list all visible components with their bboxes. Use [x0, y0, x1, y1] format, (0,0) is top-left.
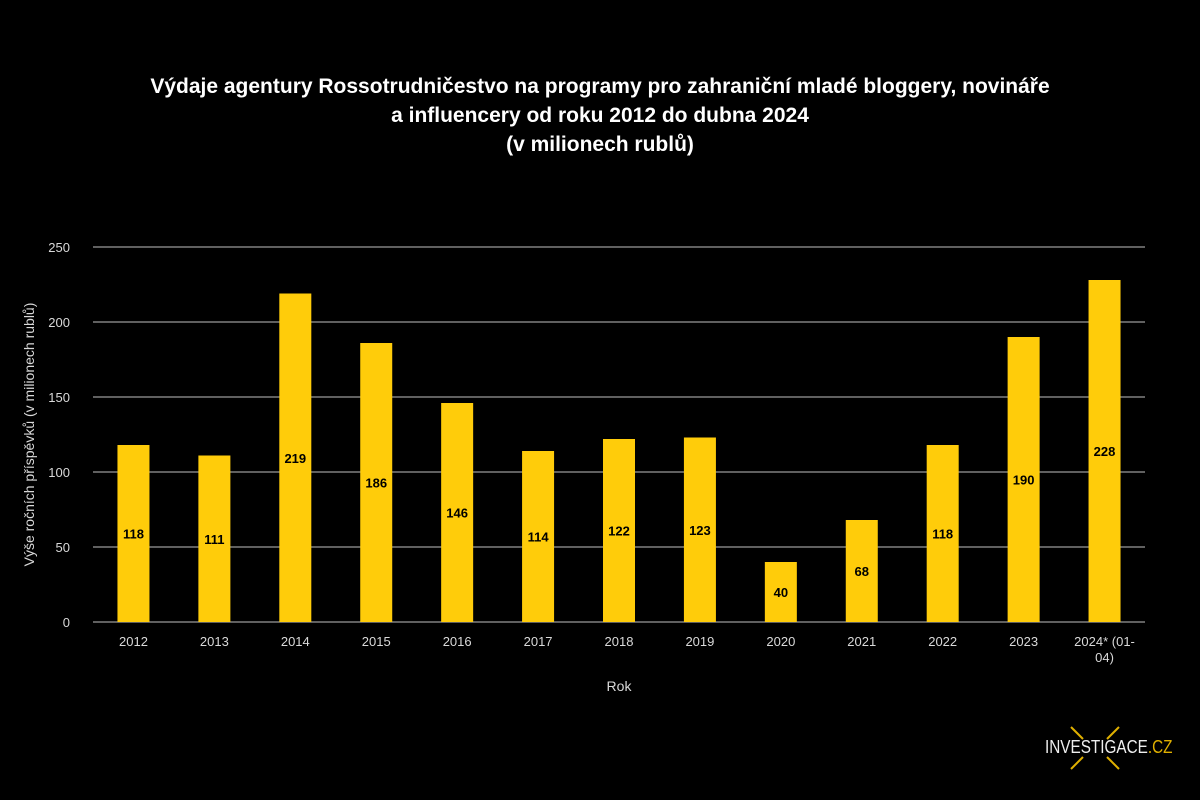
bar: [926, 445, 959, 622]
x-tick-label: 2023: [1009, 634, 1038, 649]
data-label: 40: [774, 585, 788, 600]
data-label: 118: [123, 527, 144, 542]
x-tick-label: 2017: [524, 634, 553, 649]
data-label: 186: [365, 476, 387, 491]
chart-title: Výdaje agentury Rossotrudničestvo na pro…: [0, 72, 1200, 159]
bar: [845, 520, 878, 622]
x-tick-label: 2013: [200, 634, 229, 649]
data-label: 114: [528, 530, 550, 545]
bar: [360, 343, 393, 622]
title-line: (v milionech rublů): [506, 133, 694, 156]
x-tick-label: 2019: [685, 634, 714, 649]
bar: [441, 403, 474, 622]
data-label: 190: [1013, 473, 1035, 488]
bar: [764, 562, 797, 622]
data-label: 146: [446, 506, 468, 521]
x-tick-label: 2015: [362, 634, 391, 649]
bar: [117, 445, 150, 622]
investigace-logo-icon: [1070, 726, 1120, 770]
y-tick-label: 50: [56, 540, 70, 555]
x-tick-label: 2024* (01-: [1074, 634, 1135, 649]
data-label: 228: [1094, 444, 1116, 459]
data-label: 123: [689, 523, 711, 538]
x-tick-label: 2018: [605, 634, 634, 649]
y-axis-label: Výše ročních příspěvků (v milionech rubl…: [21, 303, 37, 567]
x-tick-label: 2021: [847, 634, 876, 649]
bar: [683, 437, 716, 622]
x-tick-label: 2012: [119, 634, 148, 649]
y-tick-label: 0: [63, 615, 70, 630]
data-label: 219: [284, 451, 306, 466]
y-tick-label: 250: [48, 240, 70, 255]
bar: [198, 455, 231, 622]
x-tick-label: 2022: [928, 634, 957, 649]
y-tick-label: 100: [48, 465, 70, 480]
x-axis-label: Rok: [607, 678, 633, 694]
bar: [603, 439, 635, 622]
x-tick-label: 2020: [766, 634, 795, 649]
y-tick-label: 150: [48, 390, 70, 405]
title-line: Výdaje agentury Rossotrudničestvo na pro…: [150, 75, 1050, 98]
data-label: 118: [932, 527, 953, 542]
logo-text: INVESTIGACE: [1045, 737, 1148, 757]
bar: [1007, 337, 1040, 622]
data-label: 122: [608, 524, 630, 539]
bar: [522, 451, 555, 622]
x-tick-label: 04): [1095, 650, 1114, 665]
investigace-logo: INVESTIGACE.CZ: [1045, 737, 1173, 758]
bar: [1088, 280, 1121, 622]
bar: [279, 293, 312, 622]
data-label: 68: [855, 564, 869, 579]
data-label: 111: [204, 532, 224, 547]
x-tick-label: 2016: [443, 634, 472, 649]
x-tick-label: 2014: [281, 634, 310, 649]
logo-suffix: .CZ: [1147, 737, 1173, 757]
y-tick-label: 200: [48, 315, 70, 330]
title-line: a influencery od roku 2012 do dubna 2024: [391, 104, 809, 127]
